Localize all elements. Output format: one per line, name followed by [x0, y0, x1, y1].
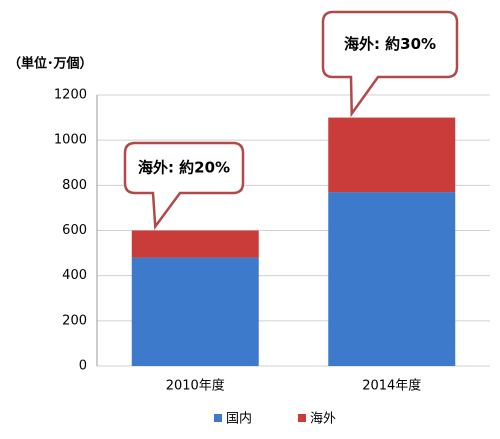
legend-swatch	[298, 414, 306, 422]
bar-segment	[131, 257, 259, 366]
annotation: 海外: 約20%	[138, 159, 230, 177]
y-tick-label: 1200	[54, 88, 87, 103]
y-tick-label: 1000	[54, 133, 87, 148]
bar-segment	[328, 192, 456, 366]
bar-segment	[328, 117, 456, 193]
annotation: 海外: 約30%	[344, 35, 436, 53]
x-tick-label: 2010年度	[166, 378, 225, 394]
legend-label: 国内	[226, 411, 252, 427]
callout	[321, 10, 459, 118]
y-tick-label: 800	[62, 178, 87, 193]
bar-segment	[131, 230, 259, 258]
legend-swatch	[214, 414, 222, 422]
y-axis-label: （単位･万個）	[8, 56, 93, 72]
y-tick-label: 200	[62, 313, 87, 328]
x-tick-label: 2014年度	[362, 378, 421, 394]
y-tick-label: 600	[62, 223, 87, 238]
legend-label: 海外	[310, 412, 336, 427]
callout	[123, 141, 245, 230]
y-tick-label: 400	[62, 268, 87, 283]
y-tick-label: 0	[79, 359, 87, 374]
